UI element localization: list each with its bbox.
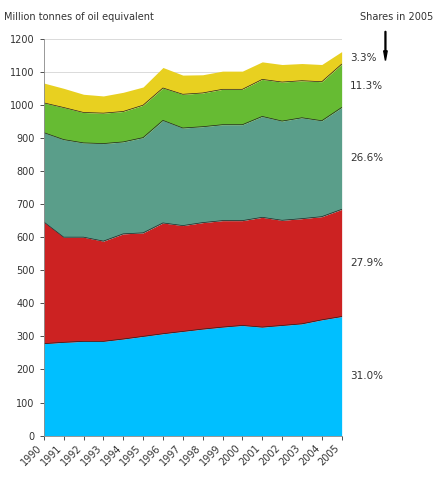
Text: 31.0%: 31.0% [350, 371, 383, 381]
Text: Million tonnes of oil equivalent: Million tonnes of oil equivalent [4, 12, 154, 22]
Text: 27.9%: 27.9% [350, 258, 383, 268]
Text: 3.3%: 3.3% [350, 53, 377, 63]
Text: 11.3%: 11.3% [350, 81, 383, 91]
Text: Shares in 2005: Shares in 2005 [360, 12, 434, 22]
Text: 26.6%: 26.6% [350, 153, 383, 164]
